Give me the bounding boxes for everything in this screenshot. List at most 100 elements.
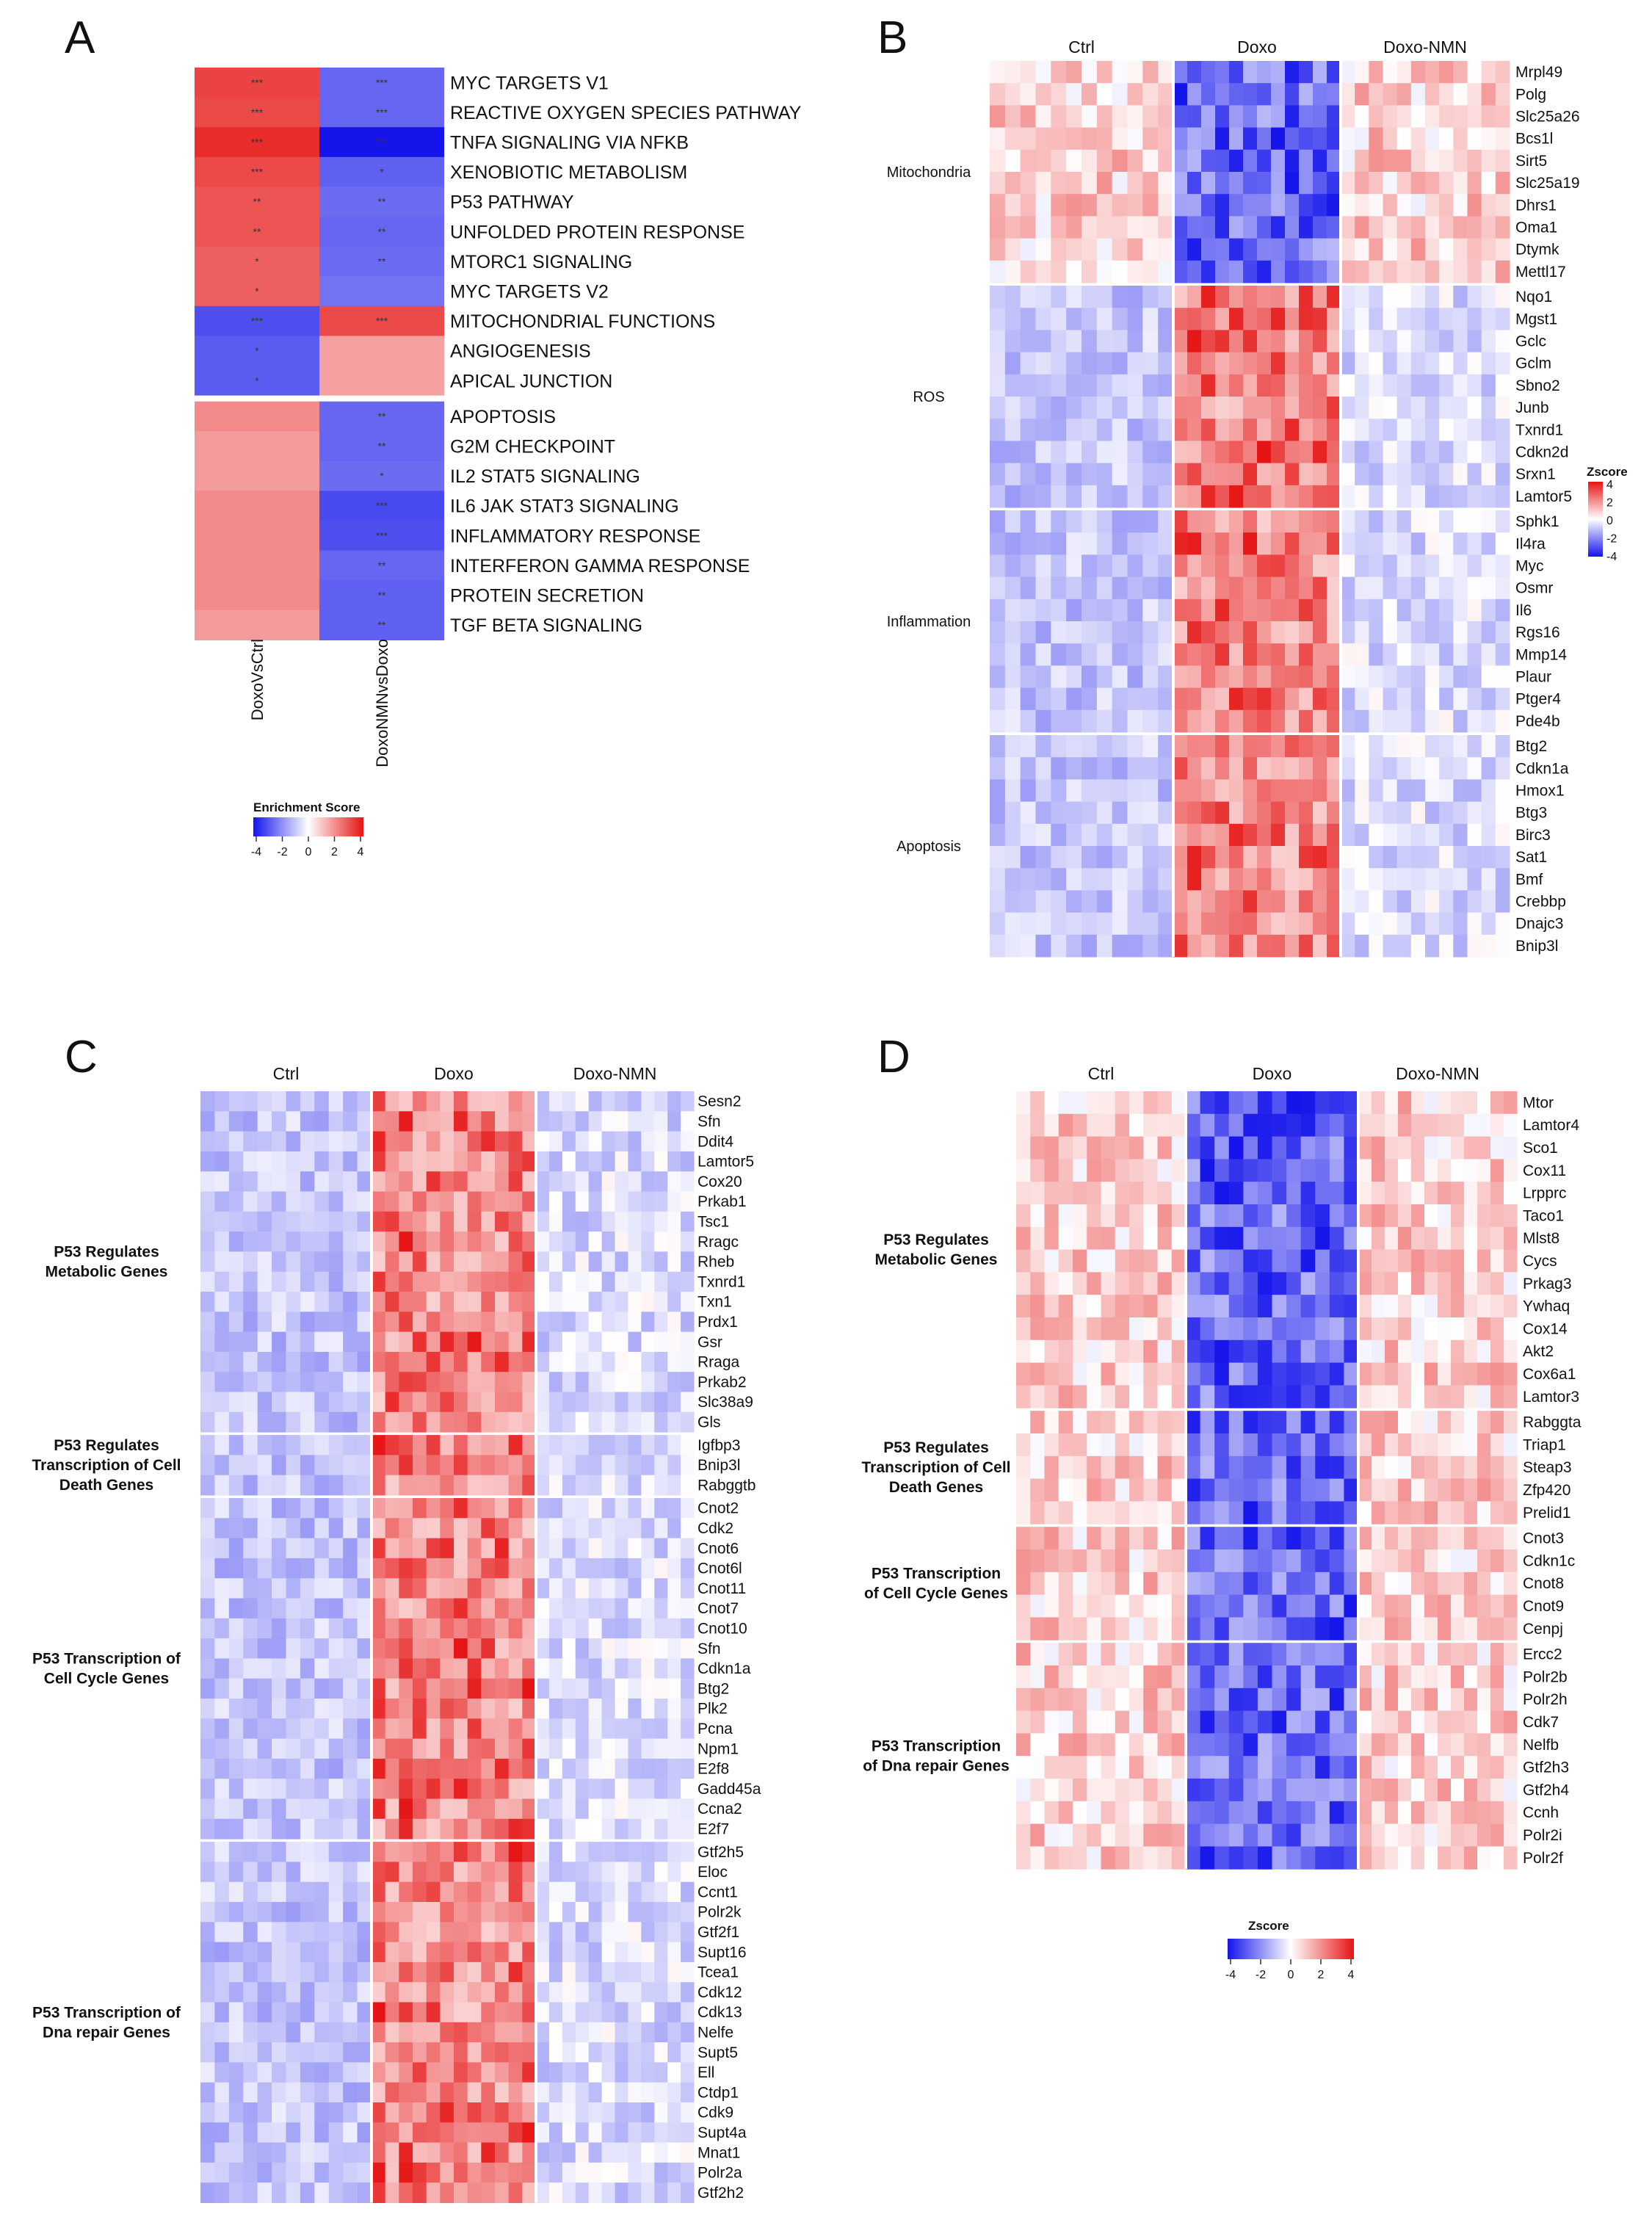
heatmap-cell bbox=[1058, 1643, 1073, 1666]
heatmap-cell bbox=[243, 2182, 258, 2203]
heatmap-cell bbox=[1369, 709, 1383, 733]
heatmap-cell bbox=[681, 1171, 695, 1192]
heatmap-cell bbox=[243, 2002, 258, 2023]
heatmap-cell bbox=[426, 1312, 441, 1333]
heatmap-cell bbox=[548, 1498, 563, 1519]
heatmap-cell bbox=[214, 2142, 230, 2163]
heatmap-cell bbox=[1082, 735, 1098, 758]
heatmap-cell bbox=[1187, 757, 1202, 780]
heatmap-cell bbox=[426, 1392, 441, 1413]
heatmap-cell bbox=[1228, 1455, 1244, 1480]
heatmap-cell bbox=[1453, 149, 1468, 173]
heatmap-cell bbox=[548, 1738, 563, 1759]
heatmap-cell bbox=[1044, 1433, 1059, 1457]
heatmap-cell bbox=[508, 2002, 523, 2023]
heatmap-cell bbox=[1171, 1801, 1187, 1825]
heatmap-cell bbox=[1299, 485, 1314, 508]
heatmap-cell bbox=[522, 1455, 537, 1476]
heatmap-cell bbox=[228, 1292, 244, 1312]
heatmap-cell bbox=[1438, 1317, 1452, 1341]
heatmap-cell bbox=[300, 1598, 315, 1619]
heatmap-cell bbox=[1411, 1823, 1425, 1847]
heatmap-cell bbox=[1327, 532, 1341, 555]
heatmap-cell bbox=[1082, 801, 1098, 825]
gene-label: Cnot6l bbox=[698, 1560, 742, 1577]
heatmap-cell bbox=[1477, 1501, 1491, 1524]
heatmap-cell bbox=[1257, 823, 1272, 847]
heatmap-cell bbox=[1243, 735, 1258, 758]
heatmap-cell bbox=[1058, 1846, 1073, 1870]
heatmap-cell bbox=[1082, 890, 1098, 914]
heatmap-cell bbox=[615, 1372, 628, 1392]
heatmap-cell bbox=[228, 2142, 244, 2163]
heatmap-cell bbox=[1438, 1295, 1452, 1318]
heatmap-cell bbox=[1490, 1823, 1504, 1847]
gene-label: Polr2b bbox=[1523, 1668, 1568, 1685]
heatmap-cell bbox=[548, 1251, 563, 1273]
heatmap-cell bbox=[1410, 260, 1426, 283]
heatmap-cell bbox=[214, 1292, 230, 1312]
heatmap-cell bbox=[575, 2182, 590, 2203]
heatmap-cell bbox=[1453, 216, 1468, 239]
heatmap-cell bbox=[641, 1251, 655, 1273]
heatmap-cell bbox=[1300, 1295, 1316, 1318]
heatmap-cell bbox=[357, 1982, 372, 2003]
heatmap-cell bbox=[1020, 105, 1036, 129]
heatmap-cell bbox=[1243, 1823, 1258, 1847]
heatmap-cell bbox=[481, 1699, 496, 1719]
heatmap-cell bbox=[1044, 1571, 1059, 1596]
heatmap-cell bbox=[385, 1862, 399, 1883]
heatmap-cell bbox=[214, 2082, 230, 2103]
heatmap-cell bbox=[1396, 934, 1412, 958]
gene-label: Gsr bbox=[698, 1334, 722, 1350]
heatmap-cell bbox=[481, 2002, 496, 2023]
heatmap-cell bbox=[1369, 127, 1383, 151]
heatmap-cell bbox=[615, 1779, 628, 1799]
heatmap-cell bbox=[575, 2102, 590, 2123]
heatmap-cell bbox=[536, 1251, 550, 1273]
heatmap-cell bbox=[1396, 621, 1412, 644]
category-label: Apoptosis bbox=[896, 839, 961, 855]
heatmap-cell bbox=[385, 1942, 399, 1963]
heatmap-cell bbox=[1369, 194, 1383, 217]
heatmap-cell bbox=[454, 2122, 468, 2144]
heatmap-cell bbox=[1215, 61, 1230, 84]
heatmap-cell bbox=[1385, 1501, 1399, 1524]
heatmap-cell bbox=[1453, 709, 1468, 733]
heatmap-cell bbox=[1215, 286, 1230, 308]
heatmap-cell bbox=[343, 1779, 358, 1799]
heatmap-cell bbox=[536, 1111, 550, 1132]
heatmap-cell bbox=[1299, 532, 1314, 555]
heatmap-cell bbox=[481, 1738, 496, 1759]
gene-label: Mrpl49 bbox=[1515, 64, 1562, 81]
heatmap-cell bbox=[628, 1372, 642, 1392]
heatmap-cell bbox=[628, 1798, 642, 1820]
heatmap-cell bbox=[1115, 1226, 1130, 1251]
heatmap-cell bbox=[1410, 621, 1426, 644]
heatmap-cell bbox=[1112, 598, 1128, 622]
heatmap-cell bbox=[1355, 352, 1369, 375]
heatmap-cell bbox=[1464, 1823, 1478, 1847]
heatmap-cell bbox=[1327, 172, 1341, 195]
heatmap-cell bbox=[1228, 1478, 1244, 1502]
heatmap-cell bbox=[1467, 61, 1482, 84]
heatmap-cell bbox=[1158, 554, 1174, 578]
heatmap-cell bbox=[314, 1982, 330, 2003]
heatmap-cell bbox=[1299, 643, 1314, 666]
heatmap-cell bbox=[1101, 1317, 1116, 1341]
heatmap-cell bbox=[1504, 1362, 1518, 1386]
heatmap-cell bbox=[1272, 1823, 1287, 1847]
heatmap-cell bbox=[467, 1578, 482, 1599]
heatmap-cell bbox=[1112, 374, 1128, 397]
heatmap-cell bbox=[467, 1922, 482, 1943]
heatmap-cell bbox=[548, 1211, 563, 1232]
heatmap-cell bbox=[257, 1498, 272, 1519]
heatmap-cell bbox=[426, 1271, 441, 1292]
heatmap-cell bbox=[681, 1251, 695, 1273]
heatmap-cell bbox=[286, 1578, 301, 1599]
heatmap-cell bbox=[1257, 757, 1272, 780]
heatmap-cell bbox=[195, 127, 319, 158]
gene-label: Polr2a bbox=[698, 2165, 742, 2182]
heatmap-cell bbox=[1243, 286, 1258, 308]
gene-label: Cdk9 bbox=[698, 2105, 733, 2122]
